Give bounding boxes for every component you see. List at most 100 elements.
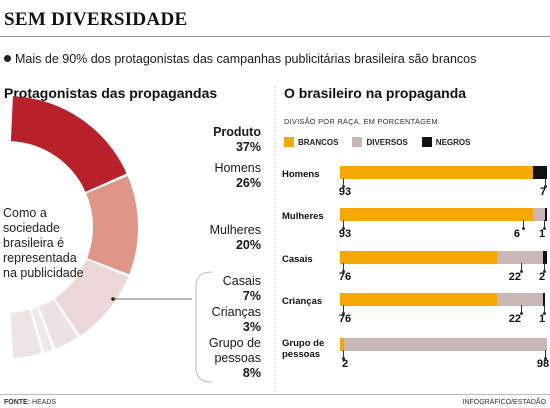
- bar-segment-brancos: [340, 251, 498, 264]
- value-tick: [544, 178, 547, 188]
- subtitle: Mais de 90% dos protagonistas das campan…: [4, 52, 476, 66]
- slice-name: Homens: [214, 161, 261, 175]
- legend-swatch: [421, 137, 432, 147]
- value-tick: [519, 305, 523, 315]
- bar-value-label: 22: [508, 271, 521, 283]
- donut-slice-grupo-de-pessoas: [10, 309, 42, 358]
- legend-item-negros: NEGROS: [421, 137, 471, 147]
- slice-name: Produto: [213, 125, 261, 139]
- slice-label-criancas: Crianças 3%: [212, 305, 261, 335]
- value-tick: [521, 220, 525, 230]
- value-tick: [342, 220, 345, 230]
- donut-slice-produto: [10, 96, 127, 192]
- bar-value-label: 6: [513, 228, 520, 240]
- value-tick: [543, 220, 546, 230]
- footer-source: FONTE: HEADS: [4, 399, 56, 406]
- bar-value-label: 1: [538, 228, 546, 240]
- slice-label-mulheres: Mulheres 20%: [210, 223, 261, 253]
- bar-segment-diversos: [497, 251, 543, 264]
- row-label: Casais: [282, 254, 313, 265]
- legend-item-brancos: BRANCOS: [284, 137, 338, 147]
- bar-value-label: 22: [508, 313, 521, 325]
- footer-divider: [0, 394, 550, 395]
- donut-slice-crian-as: [31, 307, 54, 353]
- bar-value-label: 1: [538, 313, 546, 325]
- slice-value: 7%: [242, 289, 261, 303]
- row-label: Grupo de pessoas: [282, 338, 325, 360]
- slice-label-grupo: Grupo de pessoas 8%: [189, 336, 261, 381]
- slice-name: Grupo de pessoas: [208, 336, 261, 365]
- slice-value: 3%: [242, 320, 261, 334]
- slice-label-produto: Produto 37%: [213, 125, 261, 155]
- slice-value: 8%: [242, 366, 261, 380]
- bar-track: [340, 251, 547, 264]
- bar-value-label: 2: [538, 271, 546, 283]
- source-label: FONTE:: [4, 399, 31, 406]
- bar-value-label: 7: [539, 186, 547, 198]
- row-label: Mulheres: [282, 211, 324, 222]
- donut-slice-mulheres: [55, 259, 129, 336]
- bar-track: [340, 293, 547, 306]
- slice-label-homens: Homens 26%: [214, 161, 261, 191]
- legend-label: BRANCOS: [298, 137, 339, 147]
- bar-value-label: 2: [341, 358, 349, 370]
- left-section-title: Protagonistas das propagandas: [4, 85, 218, 101]
- slice-label-casais: Casais 7%: [223, 274, 261, 304]
- bar-segment-diversos: [344, 338, 547, 351]
- value-tick: [543, 263, 546, 273]
- donut-slice-homens: [86, 175, 139, 275]
- slice-value: 26%: [235, 176, 261, 190]
- header-divider: [0, 36, 550, 37]
- value-tick: [342, 305, 345, 315]
- slice-name: Mulheres: [209, 223, 261, 237]
- bar-segment-diversos: [497, 293, 543, 306]
- right-section-title: O brasileiro na propaganda: [284, 85, 467, 101]
- legend-item-diversos: DIVERSOS: [352, 137, 408, 147]
- legend-label: NEGROS: [435, 137, 471, 147]
- footer-credit: INFOGRÁFICO/ESTADÃO: [462, 399, 547, 406]
- value-tick: [519, 263, 523, 273]
- page-title: SEM DIVERSIDADE: [4, 9, 188, 30]
- row-label: Homens: [282, 169, 320, 180]
- source-name: HEADS: [32, 399, 57, 406]
- division-label: DIVISÃO POR RAÇA, EM PORCENTAGEM: [284, 117, 438, 126]
- bar-segment-brancos: [340, 338, 345, 351]
- value-tick: [544, 350, 547, 360]
- value-tick: [342, 178, 345, 188]
- bar-value-label: 93: [338, 186, 352, 198]
- bullet-icon: [4, 55, 11, 63]
- donut-slice-casais: [38, 299, 78, 349]
- bar-segment-negros: [532, 166, 547, 179]
- leader-dot: [111, 297, 115, 301]
- value-tick: [342, 263, 345, 273]
- value-tick: [543, 305, 546, 315]
- bar-track: [340, 338, 547, 351]
- legend-label: DIVERSOS: [366, 137, 408, 147]
- bar-track: [340, 166, 547, 179]
- slice-name: Casais: [222, 274, 261, 288]
- legend-swatch: [284, 137, 294, 147]
- legend: BRANCOS DIVERSOS NEGROS: [284, 136, 484, 148]
- bar-value-label: 76: [338, 271, 352, 283]
- legend-swatch: [352, 137, 363, 147]
- bar-segment-brancos: [340, 208, 533, 221]
- row-label: Crianças: [282, 296, 323, 307]
- slice-value: 20%: [235, 238, 261, 252]
- bar-value-label: 93: [338, 228, 352, 240]
- bar-segment-negros: [542, 251, 547, 264]
- bar-value-label: 76: [338, 313, 352, 325]
- bar-segment-negros: [544, 208, 547, 221]
- group-bracket: [195, 271, 213, 383]
- bar-value-label: 98: [536, 358, 550, 370]
- bar-segment-brancos: [340, 293, 498, 306]
- bar-track: [340, 208, 547, 221]
- donut-center-text: Como a sociedade brasileira é representa…: [3, 206, 84, 280]
- bar-segment-negros: [542, 293, 545, 306]
- bar-segment-diversos: [532, 208, 545, 221]
- slice-value: 37%: [235, 140, 261, 154]
- bar-segment-brancos: [340, 166, 533, 179]
- value-tick: [342, 350, 345, 360]
- subtitle-text: Mais de 90% dos protagonistas das campan…: [15, 52, 477, 66]
- slice-name: Crianças: [211, 305, 261, 319]
